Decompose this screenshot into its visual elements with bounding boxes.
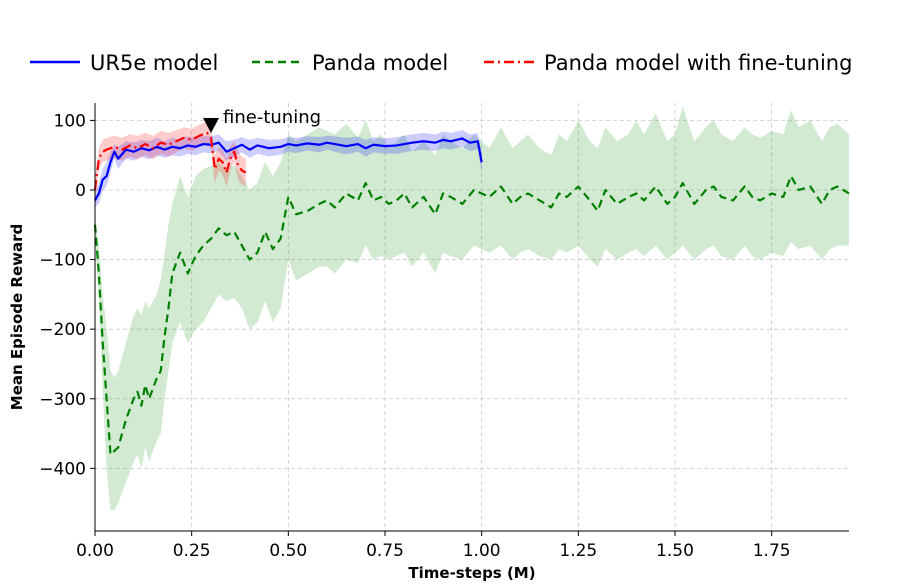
legend-label-ur5e: UR5e model xyxy=(90,51,218,75)
series-line-ur5e xyxy=(94,137,483,201)
x-tick-label: 1.50 xyxy=(656,541,694,561)
x-tick-label: 0.00 xyxy=(76,541,114,561)
x-tick-label: 1.00 xyxy=(463,541,501,561)
y-axis-title: Mean Episode Reward xyxy=(8,224,26,410)
band-ur5e xyxy=(95,130,482,208)
x-axis-title: Time-steps (M) xyxy=(408,564,535,582)
y-tick-label: 0 xyxy=(75,181,86,201)
ticks: 0.00 0.25 0.50 0.75 1.00 1.25 1.50 1.75 −400 −300… xyxy=(39,111,790,561)
series-line-panda xyxy=(93,174,850,456)
fine-tuning-annotation: fine-tuning xyxy=(223,107,321,128)
series-lines xyxy=(93,131,850,456)
y-tick-label: −400 xyxy=(39,459,86,479)
x-tick-label: 0.75 xyxy=(366,541,404,561)
legend-label-panda-ft: Panda model with fine-tuning xyxy=(544,51,852,75)
x-tick-label: 1.75 xyxy=(753,541,791,561)
y-tick-label: −300 xyxy=(39,390,86,410)
x-tick-label: 0.25 xyxy=(173,541,211,561)
band-panda-ft xyxy=(95,121,246,201)
legend-label-panda: Panda model xyxy=(312,51,448,75)
x-tick-label: 1.25 xyxy=(559,541,597,561)
legend: UR5e model Panda model Panda model with … xyxy=(30,51,852,75)
x-tick-label: 0.50 xyxy=(269,541,307,561)
confidence-bands xyxy=(95,106,849,511)
series-line-panda-ft xyxy=(93,131,247,191)
band-panda xyxy=(95,106,849,511)
y-tick-label: −200 xyxy=(39,320,86,340)
fine-tuning-marker-icon xyxy=(203,117,219,133)
y-tick-label: 100 xyxy=(54,111,86,131)
y-tick-label: −100 xyxy=(39,251,86,271)
